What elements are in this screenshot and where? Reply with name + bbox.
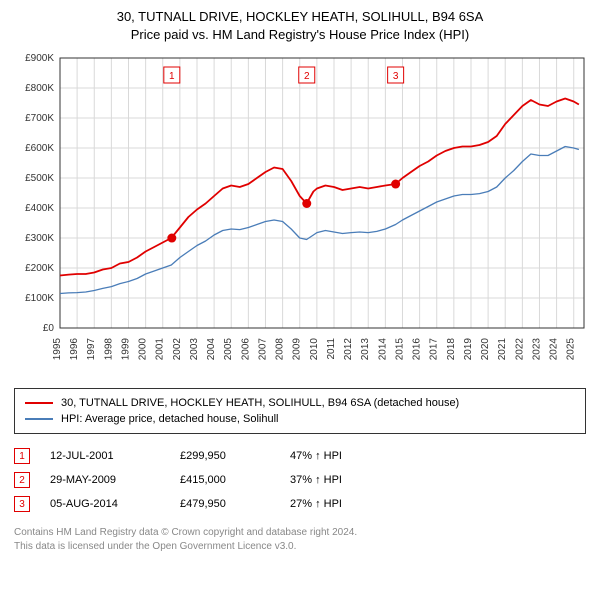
svg-text:2009: 2009 xyxy=(292,338,303,361)
svg-text:2025: 2025 xyxy=(566,338,577,361)
svg-text:£500K: £500K xyxy=(25,173,54,184)
svg-text:2023: 2023 xyxy=(531,338,542,361)
svg-text:1999: 1999 xyxy=(120,338,131,361)
svg-text:2020: 2020 xyxy=(480,338,491,361)
chart: £0 £100K £200K £300K £400K £500K £600K £700K £80… xyxy=(10,50,590,380)
sale-price: £479,950 xyxy=(180,498,270,510)
svg-text:£800K: £800K xyxy=(25,83,54,94)
svg-text:2008: 2008 xyxy=(275,338,286,361)
sales-row: 3 05-AUG-2014 £479,950 27% ↑ HPI xyxy=(14,492,586,516)
sale-date: 29-MAY-2009 xyxy=(50,474,160,486)
title-line1: 30, TUTNALL DRIVE, HOCKLEY HEATH, SOLIHU… xyxy=(10,8,590,26)
svg-text:2021: 2021 xyxy=(497,338,508,361)
svg-text:2004: 2004 xyxy=(206,338,217,361)
svg-text:2022: 2022 xyxy=(514,338,525,361)
svg-text:2018: 2018 xyxy=(446,338,457,361)
chart-container: 30, TUTNALL DRIVE, HOCKLEY HEATH, SOLIHU… xyxy=(0,0,600,562)
svg-text:2000: 2000 xyxy=(138,338,149,361)
sale-marker: 2 xyxy=(14,472,30,488)
svg-text:2003: 2003 xyxy=(189,338,200,361)
attribution-line: Contains HM Land Registry data © Crown c… xyxy=(14,526,586,540)
svg-text:2002: 2002 xyxy=(172,338,183,361)
svg-text:1997: 1997 xyxy=(86,338,97,361)
svg-text:2016: 2016 xyxy=(412,338,423,361)
legend-swatch xyxy=(25,418,53,420)
legend-item: HPI: Average price, detached house, Soli… xyxy=(25,411,575,427)
sale-price: £415,000 xyxy=(180,474,270,486)
legend-label: 30, TUTNALL DRIVE, HOCKLEY HEATH, SOLIHU… xyxy=(61,397,459,409)
svg-text:2017: 2017 xyxy=(429,338,440,361)
svg-text:2010: 2010 xyxy=(309,338,320,361)
legend-item: 30, TUTNALL DRIVE, HOCKLEY HEATH, SOLIHU… xyxy=(25,395,575,411)
title-block: 30, TUTNALL DRIVE, HOCKLEY HEATH, SOLIHU… xyxy=(10,8,590,44)
svg-text:2007: 2007 xyxy=(257,338,268,361)
sale-pct: 47% ↑ HPI xyxy=(290,450,400,462)
svg-text:3: 3 xyxy=(393,71,399,82)
svg-text:£600K: £600K xyxy=(25,143,54,154)
sale-marker: 1 xyxy=(14,448,30,464)
svg-text:1995: 1995 xyxy=(52,338,63,361)
svg-text:2012: 2012 xyxy=(343,338,354,361)
line-chart-svg: £0 £100K £200K £300K £400K £500K £600K £700K £80… xyxy=(10,50,590,380)
svg-text:1998: 1998 xyxy=(103,338,114,361)
legend-label: HPI: Average price, detached house, Soli… xyxy=(61,413,279,425)
svg-text:2001: 2001 xyxy=(155,338,166,361)
attribution-line: This data is licensed under the Open Gov… xyxy=(14,540,586,554)
sale-date: 12-JUL-2001 xyxy=(50,450,160,462)
sales-table: 1 12-JUL-2001 £299,950 47% ↑ HPI 2 29-MA… xyxy=(14,444,586,516)
title-line2: Price paid vs. HM Land Registry's House … xyxy=(10,26,590,44)
svg-text:1996: 1996 xyxy=(69,338,80,361)
svg-text:2: 2 xyxy=(304,71,310,82)
sale-price: £299,950 xyxy=(180,450,270,462)
svg-text:£0: £0 xyxy=(43,323,55,334)
sale-date: 05-AUG-2014 xyxy=(50,498,160,510)
svg-text:1: 1 xyxy=(169,71,175,82)
svg-text:2006: 2006 xyxy=(240,338,251,361)
svg-text:2024: 2024 xyxy=(549,338,560,361)
svg-text:2014: 2014 xyxy=(377,338,388,361)
svg-text:£400K: £400K xyxy=(25,203,54,214)
svg-text:2013: 2013 xyxy=(360,338,371,361)
legend: 30, TUTNALL DRIVE, HOCKLEY HEATH, SOLIHU… xyxy=(14,388,586,434)
sales-row: 2 29-MAY-2009 £415,000 37% ↑ HPI xyxy=(14,468,586,492)
svg-text:2019: 2019 xyxy=(463,338,474,361)
sale-marker: 3 xyxy=(14,496,30,512)
legend-swatch xyxy=(25,402,53,404)
svg-text:2005: 2005 xyxy=(223,338,234,361)
sales-row: 1 12-JUL-2001 £299,950 47% ↑ HPI xyxy=(14,444,586,468)
svg-text:2015: 2015 xyxy=(394,338,405,361)
sale-pct: 27% ↑ HPI xyxy=(290,498,400,510)
sale-pct: 37% ↑ HPI xyxy=(290,474,400,486)
svg-text:£200K: £200K xyxy=(25,263,54,274)
svg-text:£300K: £300K xyxy=(25,233,54,244)
svg-text:£900K: £900K xyxy=(25,53,54,64)
svg-text:£700K: £700K xyxy=(25,113,54,124)
svg-text:2011: 2011 xyxy=(326,338,337,360)
attribution: Contains HM Land Registry data © Crown c… xyxy=(14,526,586,554)
svg-text:£100K: £100K xyxy=(25,293,54,304)
